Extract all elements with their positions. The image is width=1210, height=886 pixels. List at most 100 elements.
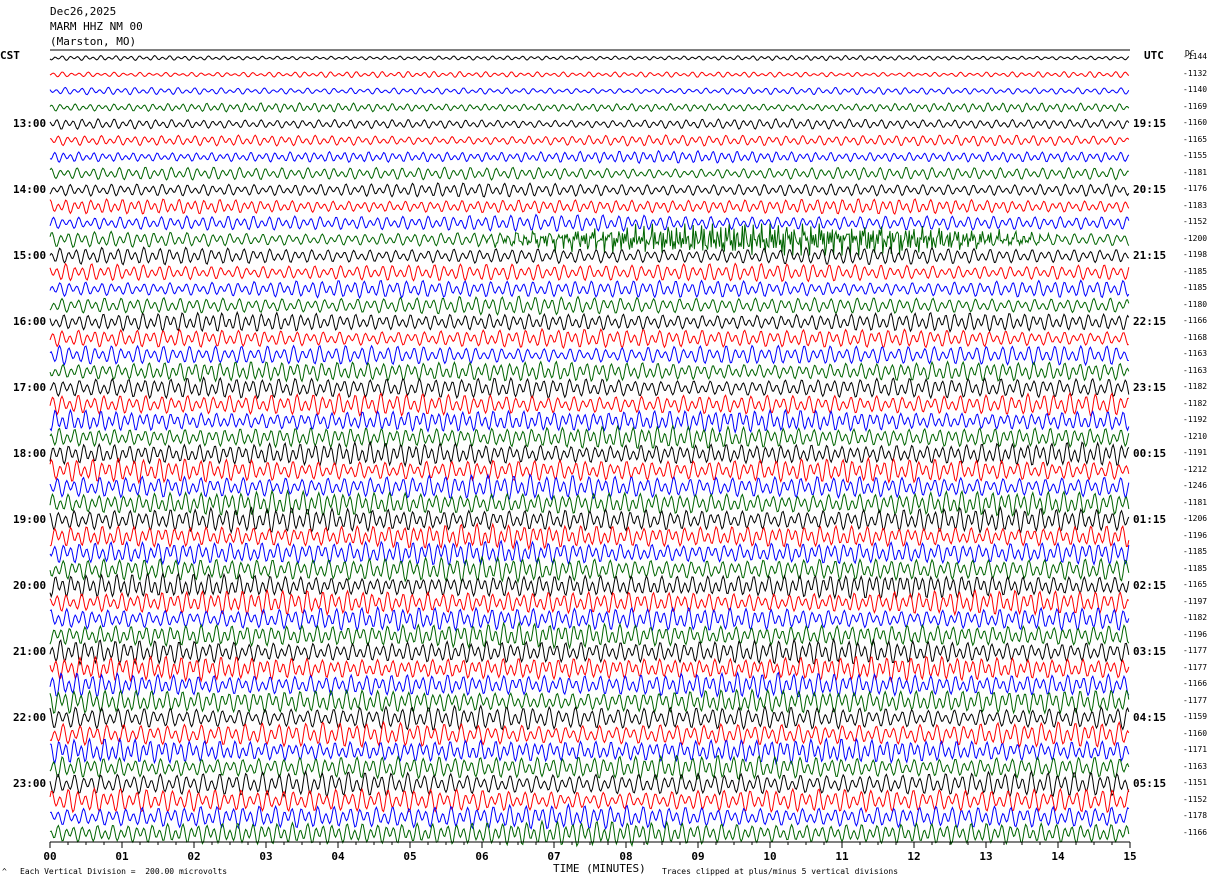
dc-offset-value: -1191 — [1183, 448, 1208, 457]
x-tick-label: 07 — [547, 850, 560, 863]
dc-offset-value: -1196 — [1183, 629, 1208, 639]
dc-offset-value: -1163 — [1183, 349, 1208, 358]
trace-row-33 — [49, 588, 1130, 617]
dc-offset-value: -1178 — [1183, 811, 1208, 820]
dc-offset-value: -1181 — [1183, 167, 1208, 177]
dc-offset-value: -1160 — [1183, 728, 1208, 738]
trace-row-8 — [49, 182, 1130, 198]
trace-row-43 — [49, 754, 1130, 781]
x-tick-label: 15 — [1123, 850, 1136, 863]
trace-row-22 — [49, 408, 1130, 434]
right-time-label: 19:15 — [1133, 117, 1167, 130]
trace-row-23 — [49, 424, 1130, 450]
dc-offset-value: -1182 — [1183, 613, 1208, 622]
dc-offset-value: -1166 — [1183, 827, 1208, 837]
dc-offset-value: -1182 — [1183, 398, 1208, 408]
left-time-label: 23:00 — [12, 777, 48, 790]
trace-row-30 — [49, 539, 1130, 567]
right-time-label: 03:15 — [1133, 645, 1167, 658]
dc-offset-value: -1163 — [1183, 761, 1208, 771]
trace-row-34 — [49, 605, 1130, 632]
dc-offset-value: -1246 — [1183, 481, 1208, 490]
trace-row-19 — [49, 360, 1130, 383]
dc-offset-value: -1185 — [1183, 283, 1208, 292]
right-axis-title: UTC — [1144, 49, 1164, 62]
dc-offset-value: -1185 — [1183, 563, 1208, 573]
trace-row-1 — [49, 70, 1130, 79]
dc-offset-value: -1151 — [1183, 778, 1208, 787]
dc-offset-title: DC — [1185, 49, 1195, 58]
x-tick-label: 04 — [331, 850, 345, 863]
left-axis-title: CST — [0, 49, 20, 62]
record-date: Dec26,2025 — [50, 5, 117, 18]
trace-row-32 — [49, 571, 1130, 601]
left-time-label: 13:00 — [12, 117, 48, 130]
left-time-label: 15:00 — [12, 249, 48, 262]
scale-note: Each Vertical Division = 200.00 microvol… — [20, 867, 228, 876]
dc-offset-value: -1140 — [1183, 85, 1208, 94]
dc-offset-value: -1171 — [1183, 745, 1208, 754]
right-time-label: 23:15 — [1133, 381, 1167, 394]
trace-row-14 — [49, 279, 1130, 300]
dc-offset-value: -1152 — [1183, 794, 1208, 804]
x-axis-ticks: 00 01 02 03 04 05 06 07 08 09 10 11 12 13 14 15 — [43, 842, 1137, 863]
trace-row-11 — [49, 223, 1130, 256]
dc-offset-value: -1210 — [1183, 431, 1208, 441]
trace-row-47 — [49, 819, 1130, 848]
dc-offset-value: -1159 — [1183, 712, 1208, 721]
trace-row-24 — [49, 440, 1130, 468]
x-tick-label: 05 — [403, 850, 416, 863]
left-time-label: 20:00 — [12, 579, 48, 592]
dc-offset-value: -1165 — [1183, 134, 1208, 144]
dc-offset-value: -1132 — [1183, 68, 1208, 78]
clip-note: Traces clipped at plus/minus 5 vertical … — [662, 867, 899, 876]
left-time-label: 17:00 — [12, 381, 48, 394]
left-time-label: 19:00 — [12, 513, 48, 526]
trace-row-6 — [49, 149, 1130, 165]
x-tick-label: 00 — [43, 850, 56, 863]
dc-offset-value: -1176 — [1183, 184, 1208, 193]
x-tick-label: 02 — [187, 850, 200, 863]
trace-row-10 — [49, 213, 1130, 233]
dc-offset-value: -1200 — [1183, 233, 1208, 243]
trace-row-38 — [49, 671, 1130, 700]
trace-row-16 — [49, 310, 1130, 333]
x-tick-label: 09 — [691, 850, 704, 863]
trace-row-3 — [49, 101, 1130, 113]
trace-row-36 — [49, 637, 1130, 666]
dc-offset-value: -1155 — [1183, 151, 1208, 160]
left-time-label: 14:00 — [12, 183, 48, 196]
right-time-label: 05:15 — [1133, 777, 1167, 790]
dc-offset-value: -1192 — [1183, 415, 1208, 424]
station-code: MARM HHZ NM 00 — [50, 20, 143, 33]
dc-offset-value: -1168 — [1183, 332, 1208, 342]
right-time-label: 00:15 — [1133, 447, 1167, 460]
trace-row-40 — [49, 704, 1130, 731]
trace-row-9 — [49, 198, 1130, 216]
x-tick-label: 14 — [1051, 850, 1065, 863]
right-time-label: 02:15 — [1133, 579, 1167, 592]
dc-offset-value: -1177 — [1183, 695, 1208, 705]
trace-row-21 — [49, 391, 1129, 417]
trace-row-42 — [49, 737, 1130, 765]
right-time-label: 20:15 — [1133, 183, 1167, 196]
trace-row-5 — [49, 134, 1130, 147]
x-axis-label: TIME (MINUTES) — [553, 862, 646, 875]
dc-offset-value: -1169 — [1183, 101, 1208, 111]
dc-offset-value: -1181 — [1183, 497, 1208, 507]
left-time-label: 21:00 — [12, 645, 48, 658]
dc-offset-value: -1182 — [1183, 382, 1208, 391]
station-location: (Marston, MO) — [50, 35, 137, 48]
dc-offset-value: -1144 — [1183, 52, 1208, 61]
x-tick-label: 03 — [259, 850, 272, 863]
corner-mark: ^ — [2, 867, 7, 876]
dc-offset-value: -1185 — [1183, 547, 1208, 556]
right-time-label: 01:15 — [1133, 513, 1167, 526]
x-tick-label: 01 — [115, 850, 129, 863]
trace-row-29 — [49, 522, 1130, 551]
x-tick-label: 11 — [835, 850, 849, 863]
trace-row-45 — [49, 786, 1130, 814]
trace-row-17 — [49, 327, 1129, 350]
dc-offset-value: -1185 — [1183, 266, 1208, 276]
